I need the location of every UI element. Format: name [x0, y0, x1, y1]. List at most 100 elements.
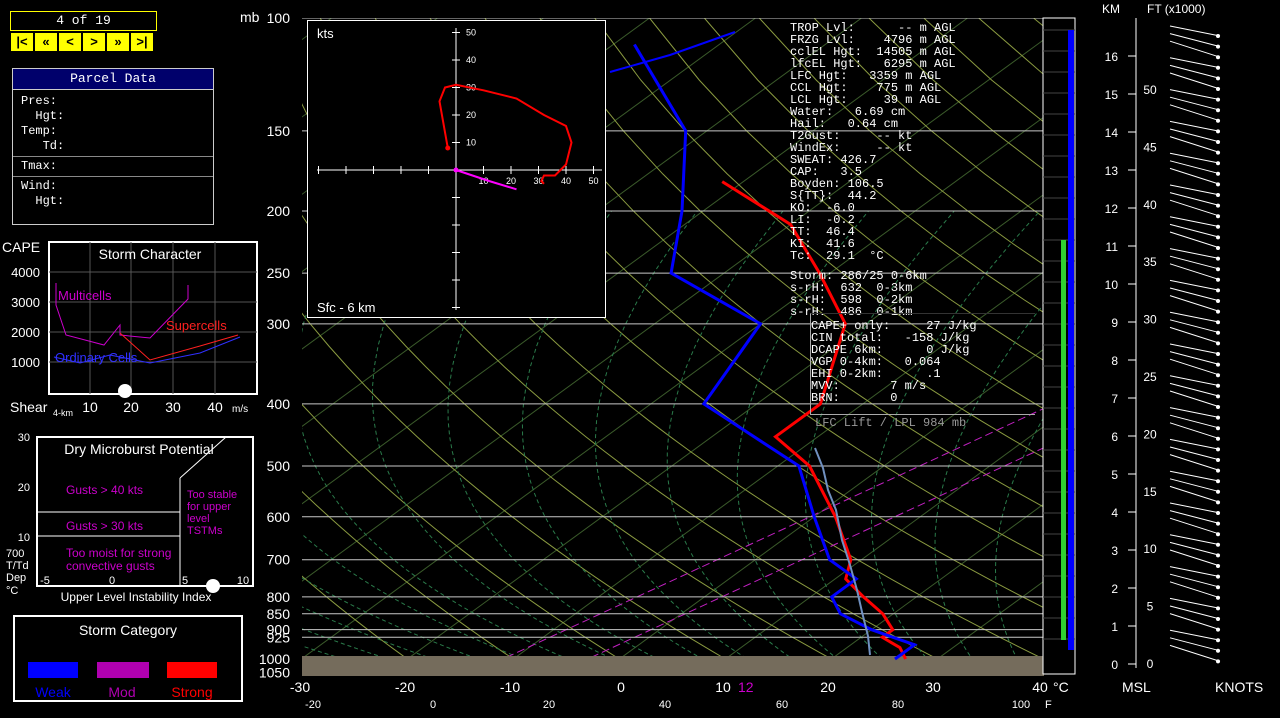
celsius-tick: 40 — [1032, 679, 1048, 695]
wind-barb-base — [1216, 267, 1220, 272]
indices-panel: TROP Lvl: -- m AGL FRZG Lvl: 4796 m AGL cc… — [790, 22, 1040, 318]
isotherm-line — [302, 18, 756, 350]
dry-adiabat — [302, 312, 750, 674]
prev-frame-button[interactable]: < — [58, 32, 82, 52]
index-line: Tc: 29.1 °C — [790, 249, 884, 263]
wind-barb — [1169, 502, 1221, 514]
next-frame-button[interactable]: > — [82, 32, 106, 52]
shear-tick: 30 — [165, 399, 181, 415]
special-temp-label: 12 — [738, 679, 754, 695]
wind-barbs — [1169, 25, 1221, 664]
pressure-label: 850 — [267, 606, 291, 622]
moist-adiabat — [447, 210, 686, 674]
km-tick-label: 15 — [1105, 88, 1119, 102]
km-tick-label: 9 — [1111, 316, 1118, 330]
hodograph-x-tick-label: 10 — [478, 176, 488, 186]
wind-barb — [1169, 581, 1221, 599]
pressure-label: 1000 — [259, 651, 290, 667]
weak-swatch — [28, 662, 78, 678]
wind-barb — [1169, 160, 1221, 175]
hodograph-traces — [438, 83, 573, 191]
index-line: WindEx: -- kt — [790, 141, 913, 155]
wind-barb-base — [1216, 521, 1220, 526]
frame-counter: 4 of 19 — [10, 11, 157, 31]
pressure-label: 300 — [267, 316, 291, 332]
moist-adiabat — [994, 416, 1044, 673]
shear-tick: 20 — [123, 399, 139, 415]
pressure-label: 150 — [267, 123, 291, 139]
mixing-ratio-line — [558, 447, 1044, 674]
celsius-tick: -10 — [500, 679, 520, 695]
wind-barb — [1169, 629, 1221, 641]
wind-barb-base — [1216, 542, 1220, 547]
km-tick-label: 13 — [1105, 164, 1119, 178]
cape-tick: 1000 — [11, 355, 40, 370]
storm-motion-vector — [455, 169, 517, 191]
pressure-label: 100 — [267, 10, 291, 26]
wind-barb — [1169, 478, 1221, 493]
hodograph-y-tick-label: 20 — [466, 110, 476, 120]
wind-barb — [1169, 534, 1221, 546]
isotherm-line — [302, 18, 862, 428]
moist-adiabat — [302, 577, 517, 674]
wind-barb-base — [1216, 330, 1220, 335]
ground-layer — [302, 656, 1044, 676]
fast-forward-button[interactable]: » — [106, 32, 130, 52]
wind-barb-base — [1216, 617, 1220, 621]
moist-adiabat — [302, 628, 432, 674]
wind-barb — [1169, 248, 1221, 260]
fahrenheit-tick: 40 — [659, 699, 671, 711]
wind-barb-base — [1216, 574, 1220, 579]
wind-barb-base — [1216, 140, 1220, 144]
wind-barb-base — [1216, 309, 1220, 314]
last-frame-button[interactable]: >| — [130, 32, 154, 52]
celsius-tick: 30 — [925, 679, 941, 695]
parcel-wind-hgt-label: Hgt: — [21, 194, 65, 208]
storm-character-chart: CAPE Storm Character 4000 3000 2000 1000… — [2, 239, 258, 418]
wind-barb-base — [1216, 118, 1220, 123]
pressure-label: 600 — [267, 509, 291, 525]
microburst-x-tick: 5 — [182, 575, 188, 587]
mixing-ratio-line — [473, 407, 1044, 674]
km-tick-label: 5 — [1111, 468, 1118, 482]
mod-storm-bar — [1061, 240, 1066, 640]
wind-barb-base — [1216, 161, 1220, 166]
dry-adiabat — [703, 18, 1044, 314]
km-tick-label: 6 — [1111, 430, 1118, 444]
first-frame-button[interactable]: |< — [10, 32, 34, 52]
wind-barb-base — [1216, 468, 1220, 473]
wind-barb — [1169, 485, 1221, 503]
wind-barb — [1169, 573, 1221, 588]
ft-tick-label: 25 — [1143, 370, 1157, 384]
pressure-label: 700 — [267, 552, 291, 568]
cape-tick: 3000 — [11, 295, 40, 310]
wind-barb — [1169, 255, 1221, 270]
wind-barb-base — [1216, 55, 1220, 60]
ft-tick-label: 40 — [1143, 198, 1157, 212]
ft-tick-label: 20 — [1143, 427, 1157, 441]
wind-barb-base — [1216, 564, 1220, 568]
wind-barb — [1169, 390, 1221, 408]
dry-adiabat — [484, 18, 1044, 508]
hodograph-x-tick-label: 40 — [561, 176, 571, 186]
wind-barb-base — [1216, 648, 1220, 653]
wind-barb — [1169, 120, 1221, 132]
parcel-hgt-label: Hgt: — [21, 109, 65, 123]
cape-line: MVV: 7 m/s — [811, 379, 927, 393]
index-line: S{TT}: 44.2 — [790, 189, 877, 203]
shear-axis-label: Shear — [10, 399, 48, 415]
moist-adiabat — [302, 606, 474, 674]
wind-barb — [1169, 351, 1221, 366]
rewind-button[interactable]: « — [34, 32, 58, 52]
ordinary-cells-label: Ordinary Cells — [55, 350, 138, 365]
hodograph-x-tick-label: 30 — [533, 176, 543, 186]
mod-label: Mod — [108, 684, 136, 700]
isotherm-line — [302, 18, 332, 41]
index-line: LFC Hgt: 3359 m AGL — [790, 69, 942, 83]
hodograph-x-tick-label: 50 — [588, 176, 598, 186]
moist-adiabat — [870, 210, 1041, 673]
wind-barb-base — [1216, 553, 1220, 558]
km-tick-label: 8 — [1111, 354, 1118, 368]
celsius-unit: °C — [1053, 679, 1069, 695]
shear-unit: m/s — [232, 404, 248, 415]
